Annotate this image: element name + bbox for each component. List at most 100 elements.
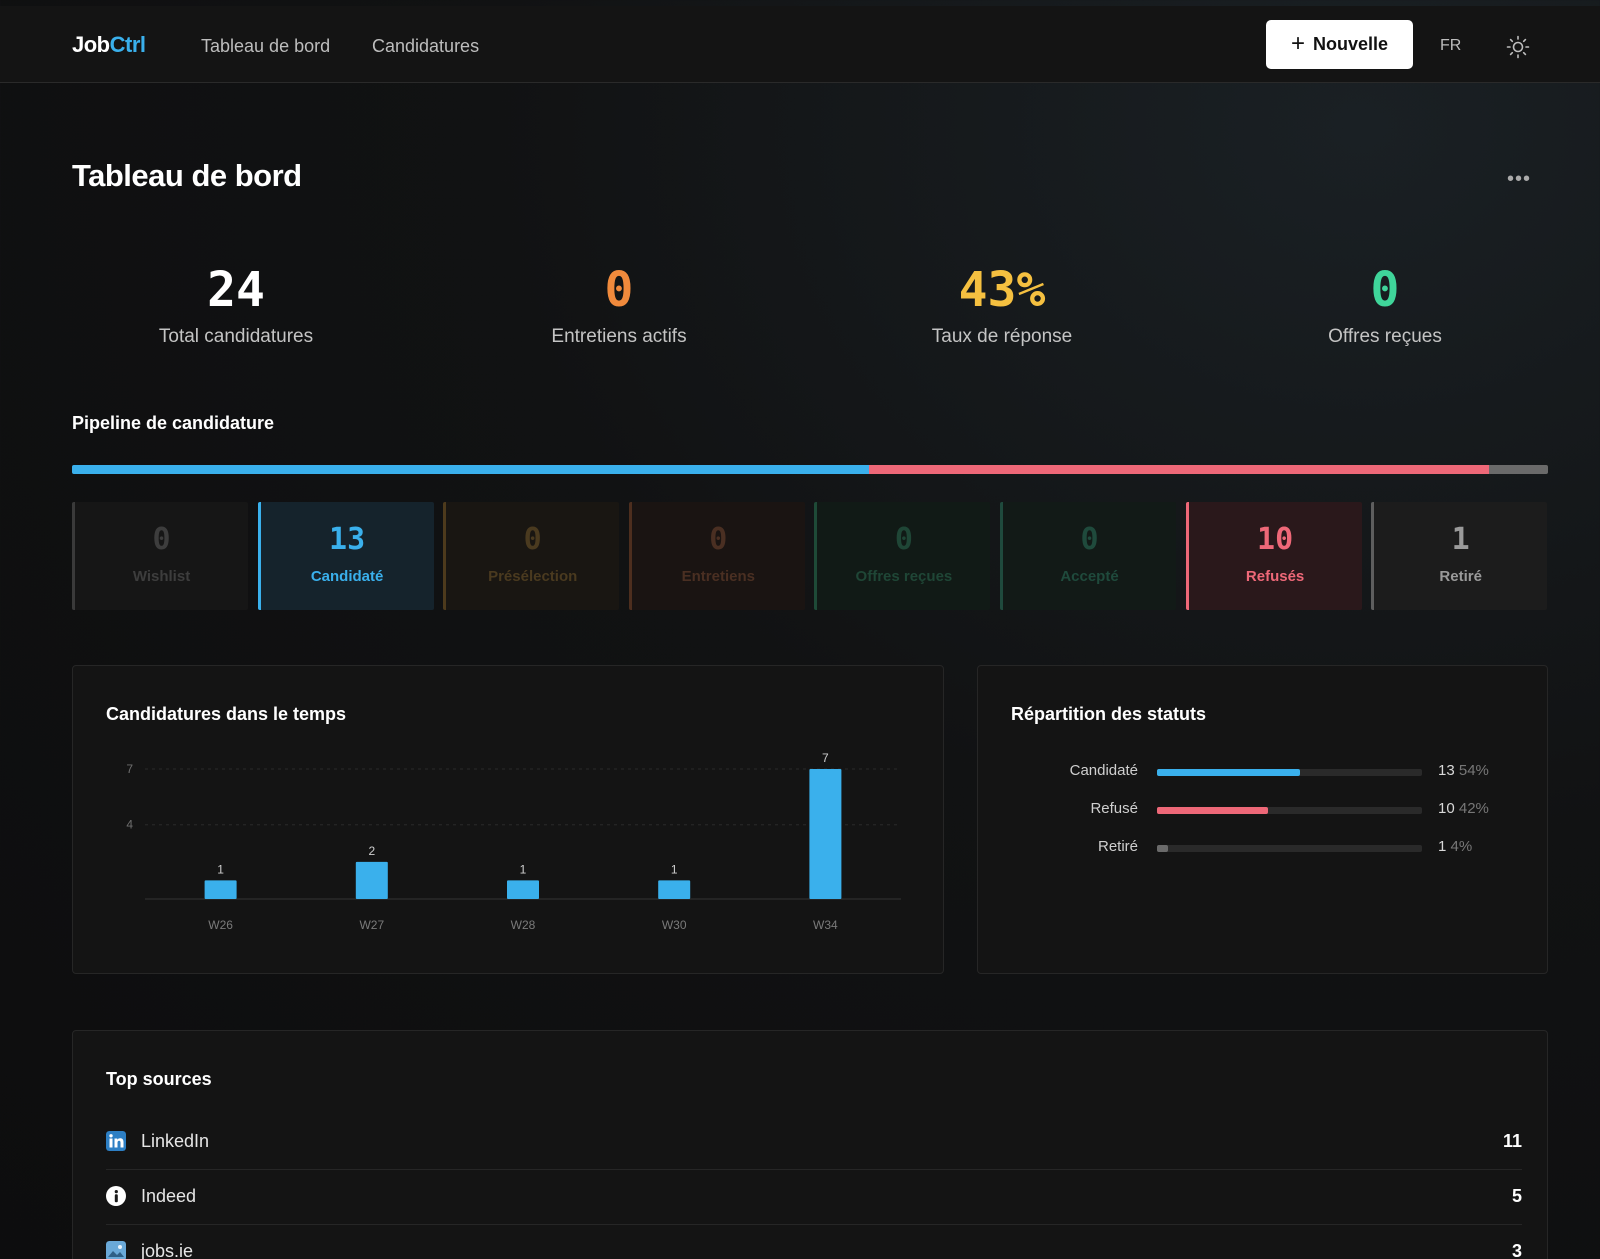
stage-label: Wishlist xyxy=(132,568,191,585)
nav-link-applications[interactable]: Candidatures xyxy=(372,36,480,56)
pipeline-segment xyxy=(1488,465,1548,474)
source-name: LinkedIn xyxy=(141,1131,210,1151)
pipeline-stage-card[interactable]: 0 Wishlist xyxy=(72,502,248,610)
kpi-value: 0 xyxy=(604,262,634,318)
pipeline-stage-card[interactable]: 0 Accepté xyxy=(1000,502,1176,610)
page-title: Tableau de bord xyxy=(72,158,302,193)
stage-count: 0 xyxy=(152,522,171,557)
distribution-row: Retiré 1 4% xyxy=(978,838,1538,858)
logo-text-job: Job xyxy=(72,32,110,57)
pipeline-stage-card[interactable]: 10 Refusés xyxy=(1185,502,1362,610)
nav-link-dashboard[interactable]: Tableau de bord xyxy=(201,36,331,56)
kpi-label: Total candidatures xyxy=(158,326,314,347)
distribution-count: 13 xyxy=(1438,762,1455,779)
pipeline-stage-card[interactable]: 0 Entretiens xyxy=(628,502,805,610)
bar-value-label: 1 xyxy=(217,862,224,876)
bar-value-label: 1 xyxy=(520,862,527,876)
image-icon xyxy=(106,1241,126,1259)
distribution-fill xyxy=(1157,769,1301,776)
bar xyxy=(658,880,691,899)
stage-count: 10 xyxy=(1257,522,1294,557)
distribution-label: Candidaté xyxy=(1069,762,1138,779)
pipeline-stage-card[interactable]: 0 Présélection xyxy=(443,502,620,610)
distribution-fill xyxy=(1157,807,1269,814)
distribution-value: 10 42% xyxy=(1438,800,1489,817)
bar xyxy=(355,861,388,899)
stage-count: 0 xyxy=(1080,522,1099,557)
logo-text-ctrl: Ctrl xyxy=(109,32,146,57)
stage-count: 0 xyxy=(894,522,913,557)
distribution-row: Candidaté 13 54% xyxy=(978,762,1538,782)
source-row-indeed[interactable]: Indeed 5 xyxy=(106,1170,1522,1225)
distribution-track xyxy=(1157,807,1422,814)
pipeline-title: Pipeline de candidature xyxy=(72,413,275,433)
bar-value-label: 1 xyxy=(671,862,678,876)
distribution-label: Refusé xyxy=(1090,800,1138,817)
kpi-label: Offres reçues xyxy=(1328,326,1442,347)
sources-title: Top sources xyxy=(106,1069,212,1089)
linkedin-icon xyxy=(106,1131,126,1151)
y-tick-label: 7 xyxy=(126,762,133,776)
distribution-title: Répartition des statuts xyxy=(1011,704,1207,724)
distribution-count: 1 xyxy=(1438,838,1447,855)
bar xyxy=(507,880,539,899)
kpi-label: Entretiens actifs xyxy=(551,326,687,347)
distribution-percent: 4% xyxy=(1450,838,1473,855)
more-horizontal-icon[interactable]: ••• xyxy=(1507,168,1532,190)
stage-label: Présélection xyxy=(488,568,578,585)
stage-label: Retiré xyxy=(1439,568,1482,585)
x-tick-label: W34 xyxy=(813,918,838,932)
x-tick-label: W30 xyxy=(662,918,687,932)
x-tick-label: W28 xyxy=(511,918,536,932)
kpi-active-interviews: 0 Entretiens actifs xyxy=(469,262,769,348)
new-button-label: Nouvelle xyxy=(1312,34,1389,54)
source-count: 3 xyxy=(1511,1241,1522,1259)
distribution-track xyxy=(1157,845,1422,852)
distribution-count: 10 xyxy=(1438,800,1455,817)
app-logo[interactable]: JobCtrl xyxy=(72,32,146,58)
kpi-value: 43% xyxy=(958,262,1046,318)
distribution-percent: 42% xyxy=(1458,800,1489,817)
kpi-label: Taux de réponse xyxy=(931,326,1073,347)
kpi-value: 0 xyxy=(1370,262,1400,318)
source-row-linkedin[interactable]: LinkedIn 11 xyxy=(106,1115,1522,1170)
top-sources-card: Top sources LinkedIn 11 Indeed 5 jobs.ie… xyxy=(72,1030,1548,1259)
y-tick-label: 4 xyxy=(126,818,133,832)
source-count: 11 xyxy=(1502,1131,1522,1151)
kpi-value: 24 xyxy=(207,262,265,318)
stage-count: 0 xyxy=(523,522,542,557)
pipeline-progress-bar xyxy=(72,465,1548,474)
pipeline-segment xyxy=(869,465,1489,474)
stage-label: Entretiens xyxy=(681,568,755,585)
pipeline-stage-card[interactable]: 1 Retiré xyxy=(1371,502,1548,610)
language-toggle[interactable]: FR xyxy=(1440,37,1462,54)
kpi-total-applications: 24 Total candidatures xyxy=(86,262,386,348)
stage-count: 13 xyxy=(329,522,366,557)
timeline-bar-chart: 7 4 1 W26 2 W27 1 W28 1 W30 7 W34 xyxy=(126,751,901,932)
source-row-other[interactable]: jobs.ie 3 xyxy=(106,1225,1522,1259)
new-application-button[interactable]: + Nouvelle xyxy=(1266,20,1413,69)
plus-icon: + xyxy=(1290,29,1305,57)
source-count: 5 xyxy=(1511,1186,1522,1206)
bar-value-label: 2 xyxy=(368,844,375,858)
indeed-icon xyxy=(106,1186,126,1206)
source-name: jobs.ie xyxy=(141,1241,194,1259)
distribution-label: Retiré xyxy=(1097,838,1138,855)
distribution-row: Refusé 10 42% xyxy=(978,800,1538,820)
stage-count: 0 xyxy=(709,522,728,557)
timeline-title: Candidatures dans le temps xyxy=(106,704,347,724)
stage-label: Candidaté xyxy=(310,568,384,585)
pipeline-stage-card[interactable]: 0 Offres reçues xyxy=(814,502,991,610)
bar xyxy=(809,769,842,899)
top-navbar: JobCtrl Tableau de bord Candidatures + N… xyxy=(0,6,1600,83)
bar-value-label: 7 xyxy=(822,751,829,765)
stage-label: Accepté xyxy=(1060,568,1119,585)
source-name: Indeed xyxy=(141,1186,197,1206)
x-tick-label: W27 xyxy=(359,918,384,932)
pipeline-stage-card[interactable]: 13 Candidaté xyxy=(257,502,434,610)
stage-label: Offres reçues xyxy=(855,568,953,585)
status-distribution-card: Répartition des statuts Candidaté 13 54% R… xyxy=(977,665,1548,974)
sun-icon[interactable] xyxy=(1506,35,1530,59)
distribution-percent: 54% xyxy=(1458,762,1489,779)
kpi-response-rate: 43% Taux de réponse xyxy=(852,262,1152,348)
